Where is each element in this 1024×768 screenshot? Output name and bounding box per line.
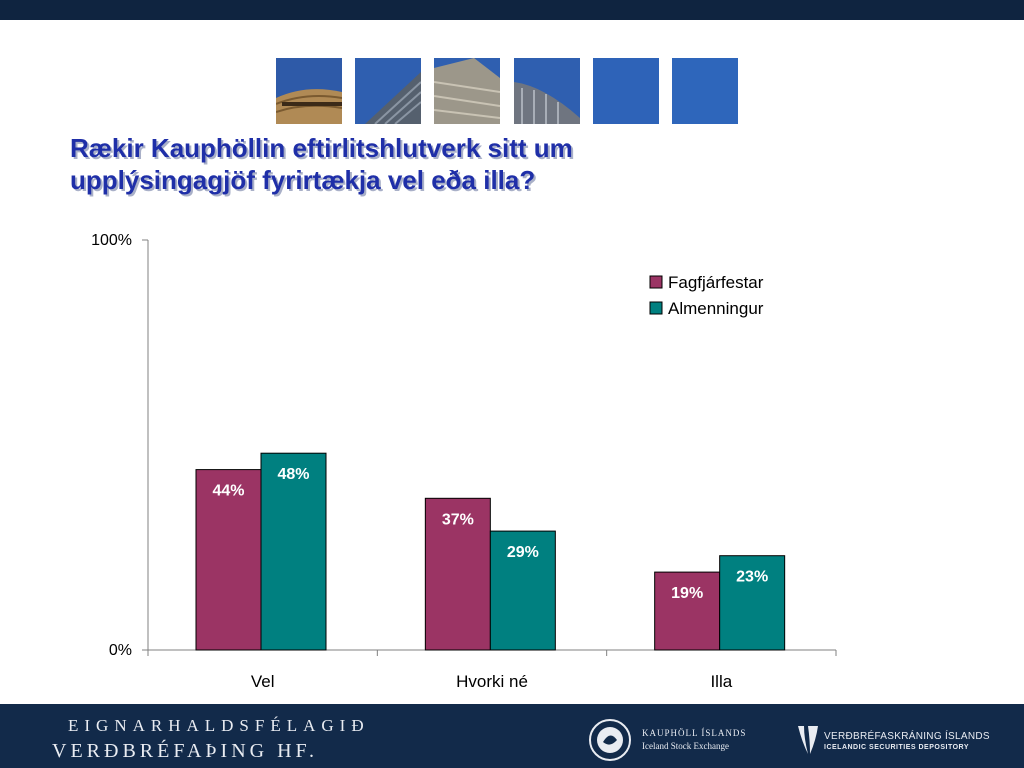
legend-label: Fagfjárfestar [668,273,764,292]
depository-subtitle: ICELANDIC SECURITIES DEPOSITORY [824,744,970,751]
securities-depository-logo-icon [798,726,818,754]
x-category-label: Hvorki né [456,672,528,691]
bar [489,530,556,651]
bar-chart: 0% 100% Vel Hvorki né Illa 44% 48% 37% 29% 19% 23… [91,232,837,691]
chart-legend: Fagfjárfestar Almenningur [649,273,764,318]
bar-data-label: 29% [507,544,539,561]
bar-data-label: 48% [277,466,309,483]
exchange-subtitle: Iceland Stock Exchange [642,741,729,751]
bar-data-label: 37% [442,511,474,528]
bar [424,497,491,651]
bar [195,469,262,651]
y-tick-label: 100% [91,232,132,249]
header-photo-1 [276,58,342,124]
bar-data-label: 19% [671,585,703,602]
x-category-label: Vel [251,672,275,691]
bar [719,555,786,651]
legend-label: Almenningur [668,299,764,318]
top-header-bar [0,0,1024,20]
x-category-label: Illa [710,672,732,691]
legend-swatch [649,275,663,289]
depository-name: VERÐBRÉFASKRÁNING ÍSLANDS [824,731,990,742]
header-photo-6 [672,58,738,124]
header-photo-5 [593,58,659,124]
slide-title-line-1: Rækir Kauphöllin eftirlitshlutverk sitt … [70,133,573,163]
footer-bar: EIGNARHALDSFÉLAGIÐ VERÐBRÉFAÞING HF. KAU… [0,704,1024,768]
slide-title-line-2: upplýsingagjöf fyrirtækja vel eða illa? [70,165,536,195]
chart-bars: 44% 48% 37% 29% 19% 23% [195,452,786,651]
company-name-line-2: VERÐBRÉFAÞING HF. [52,740,319,762]
header-photo-2 [355,58,421,124]
header-photo-4 [514,58,580,124]
legend-swatch [649,301,663,315]
bar [260,452,327,651]
bar-data-label: 44% [212,483,244,500]
bar-data-label: 23% [736,569,768,586]
bar [654,571,721,651]
slide-title: Rækir Kauphöllin eftirlitshlutverk sitt … [70,132,770,196]
company-name-line-1: EIGNARHALDSFÉLAGIÐ [68,716,370,735]
stock-exchange-logo-icon [589,719,631,761]
header-photo-3 [434,58,500,124]
exchange-name: KAUPHÖLL ÍSLANDS [642,728,747,738]
y-tick-label: 0% [109,642,132,659]
